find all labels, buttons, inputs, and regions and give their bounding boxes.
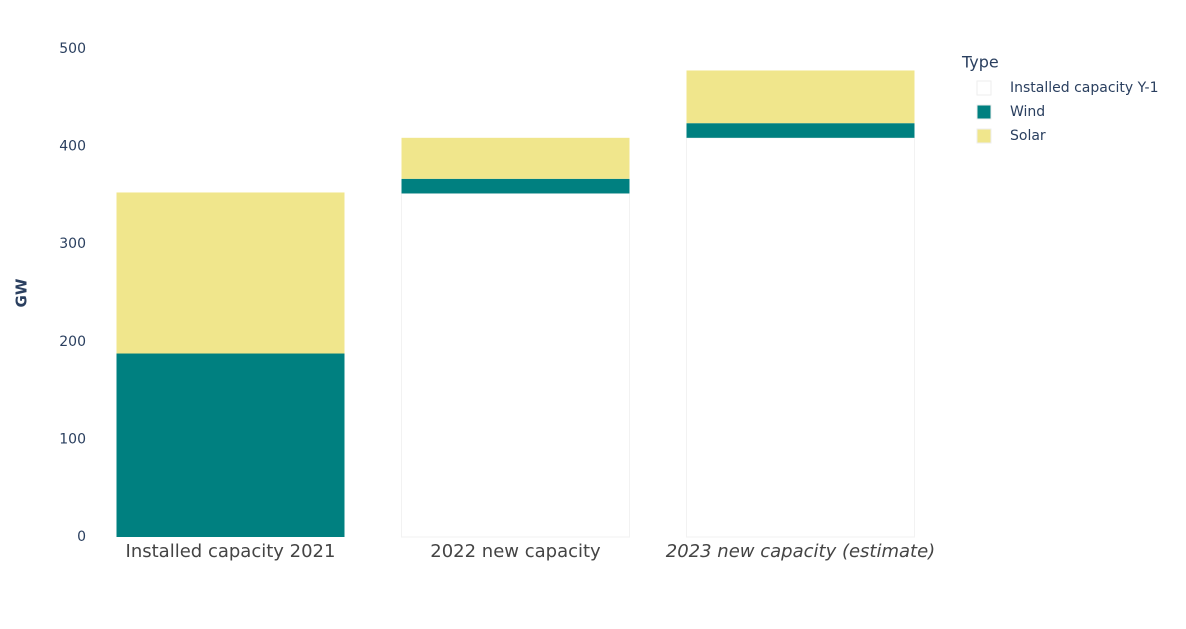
y-tick-label: 100 (59, 431, 86, 447)
legend-swatch (976, 128, 992, 144)
x-tick-label: Installed capacity 2021 (126, 541, 336, 562)
y-tick-label: 200 (59, 334, 86, 350)
y-tick-label: 0 (77, 529, 86, 545)
bar-segment (401, 178, 630, 194)
bar-segment (401, 137, 630, 179)
bar-segment (116, 192, 345, 354)
bar-segment (686, 123, 915, 138)
bar-segment (686, 137, 915, 538)
legend-title: Type (961, 53, 999, 72)
bar-segment (401, 192, 630, 538)
y-axis-label: GW (13, 278, 31, 307)
legend-swatch (976, 80, 992, 96)
bar-segment (686, 70, 915, 124)
y-tick-label: 300 (59, 236, 86, 252)
legend-swatch (976, 104, 992, 120)
y-tick-label: 500 (59, 41, 86, 57)
bar-segment (116, 353, 345, 537)
y-tick-label: 400 (59, 139, 86, 155)
legend-label: Wind (1010, 104, 1045, 120)
x-tick-label: 2022 new capacity (430, 541, 601, 562)
legend-label: Solar (1010, 128, 1046, 144)
legend-label: Installed capacity Y-1 (1010, 80, 1159, 96)
x-tick-label: 2023 new capacity (estimate) (666, 541, 935, 562)
